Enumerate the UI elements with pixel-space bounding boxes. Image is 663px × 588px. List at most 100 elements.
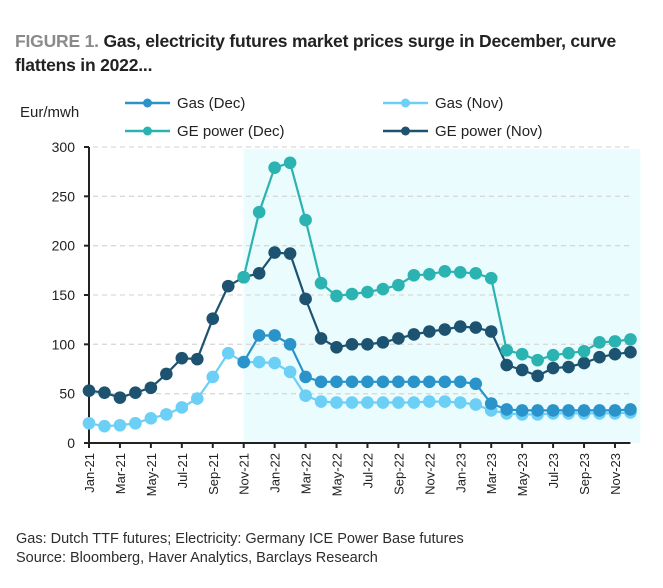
- x-tick-label: May-21: [144, 453, 159, 496]
- x-tick-label: Mar-23: [484, 453, 499, 494]
- data-point-ge-power-dec: [608, 335, 622, 348]
- legend-label: GE power (Nov): [435, 123, 543, 140]
- figure-label: FIGURE 1.: [15, 31, 99, 51]
- data-point-ge-power-dec: [407, 268, 421, 282]
- data-point-ge-power-nov: [531, 369, 544, 383]
- data-point-ge-power-nov: [484, 325, 498, 338]
- x-tick-label: May-23: [515, 453, 530, 496]
- x-tick-label: Jan-23: [453, 453, 468, 493]
- legend-marker: [401, 126, 410, 136]
- data-point-ge-power-dec: [299, 213, 312, 227]
- data-point-gas-dec: [237, 355, 250, 369]
- data-point-ge-power-nov: [345, 338, 359, 351]
- data-point-ge-power-dec: [438, 265, 452, 278]
- data-point-ge-power-nov: [361, 338, 374, 351]
- data-point-ge-power-dec: [314, 276, 328, 290]
- data-point-gas-nov: [160, 408, 173, 421]
- data-point-ge-power-nov: [113, 391, 127, 404]
- data-point-gas-dec: [531, 404, 544, 417]
- data-point-ge-power-nov: [206, 312, 220, 325]
- y-tick-label: 0: [67, 435, 75, 451]
- data-point-ge-power-dec: [531, 353, 544, 367]
- x-tick-label: Mar-22: [299, 453, 314, 494]
- data-point-gas-dec: [407, 375, 421, 389]
- y-tick-label: 50: [59, 386, 75, 402]
- y-tick-label: 250: [52, 188, 76, 204]
- x-tick-label: Jan-22: [268, 453, 283, 493]
- data-point-ge-power-nov: [624, 345, 637, 359]
- y-tick-label: 200: [52, 238, 76, 254]
- data-point-gas-dec: [345, 375, 359, 389]
- data-point-gas-nov: [175, 401, 189, 414]
- data-point-gas-nov: [345, 396, 359, 409]
- x-tick-label: Jul-22: [360, 453, 375, 488]
- data-point-gas-nov: [299, 389, 312, 402]
- data-point-gas-nov: [469, 398, 483, 411]
- x-tick-label: Jan-21: [82, 453, 97, 493]
- data-point-gas-dec: [562, 404, 575, 417]
- data-point-gas-dec: [252, 329, 266, 342]
- data-point-ge-power-nov: [144, 381, 158, 395]
- data-point-gas-dec: [299, 370, 312, 384]
- data-point-ge-power-nov: [423, 325, 436, 338]
- data-point-gas-dec: [608, 404, 622, 417]
- x-tick-label: Nov-23: [608, 453, 623, 495]
- data-point-ge-power-dec: [237, 270, 250, 284]
- data-point-ge-power-dec: [500, 343, 513, 357]
- data-point-gas-dec: [283, 338, 297, 351]
- data-point-ge-power-nov: [453, 320, 467, 333]
- x-tick-label: Sep-23: [577, 453, 592, 495]
- data-point-ge-power-nov: [515, 363, 529, 377]
- data-point-gas-dec: [423, 375, 436, 389]
- data-point-ge-power-nov: [283, 247, 297, 260]
- data-point-gas-nov: [113, 418, 127, 432]
- data-point-gas-dec: [577, 404, 591, 417]
- data-point-ge-power-dec: [268, 161, 281, 175]
- data-point-ge-power-nov: [299, 292, 312, 306]
- series-ge-power-dec: [237, 156, 637, 367]
- data-point-ge-power-nov: [268, 246, 281, 259]
- data-point-ge-power-dec: [624, 333, 637, 346]
- data-point-ge-power-nov: [160, 367, 173, 381]
- series-ge-power-nov: [82, 246, 637, 404]
- data-point-ge-power-nov: [175, 351, 189, 365]
- data-point-ge-power-dec: [392, 278, 405, 292]
- data-point-gas-nov: [330, 396, 343, 409]
- figure-notes: Gas: Dutch TTF futures; Electricity: Ger…: [16, 530, 464, 568]
- data-point-gas-dec: [314, 375, 328, 389]
- data-point-ge-power-nov: [546, 361, 560, 375]
- data-point-ge-power-dec: [252, 205, 266, 219]
- data-point-ge-power-dec: [345, 287, 359, 301]
- data-point-gas-nov: [453, 396, 467, 409]
- data-point-ge-power-nov: [577, 356, 591, 370]
- x-tick-label: Nov-22: [422, 453, 437, 495]
- data-point-gas-dec: [515, 404, 529, 417]
- data-point-gas-dec: [392, 375, 405, 389]
- data-point-gas-dec: [484, 397, 498, 410]
- y-tick-label: 150: [52, 287, 76, 303]
- data-point-ge-power-dec: [376, 282, 390, 296]
- data-point-ge-power-nov: [407, 328, 421, 341]
- data-point-ge-power-nov: [500, 358, 513, 372]
- x-tick-label: May-22: [330, 453, 345, 496]
- x-tick-label: Sep-21: [206, 453, 221, 495]
- data-point-gas-dec: [376, 375, 390, 389]
- data-point-gas-nov: [190, 392, 204, 405]
- data-point-ge-power-nov: [129, 386, 142, 399]
- data-point-ge-power-dec: [469, 266, 483, 280]
- data-point-gas-nov: [438, 395, 452, 408]
- data-point-gas-nov: [314, 395, 328, 408]
- figure-title: FIGURE 1. Gas, electricity futures marke…: [15, 29, 655, 77]
- data-point-ge-power-dec: [423, 267, 436, 281]
- legend-item-ge-power-dec: GE power (Dec): [125, 123, 285, 140]
- data-point-gas-nov: [268, 356, 281, 370]
- data-point-gas-dec: [438, 375, 452, 389]
- data-point-ge-power-dec: [283, 156, 297, 170]
- data-point-gas-nov: [407, 396, 421, 409]
- data-point-ge-power-dec: [562, 346, 575, 360]
- data-point-gas-nov: [206, 370, 220, 384]
- data-point-ge-power-nov: [608, 347, 622, 361]
- data-point-gas-dec: [361, 375, 374, 389]
- data-point-gas-nov: [376, 396, 390, 409]
